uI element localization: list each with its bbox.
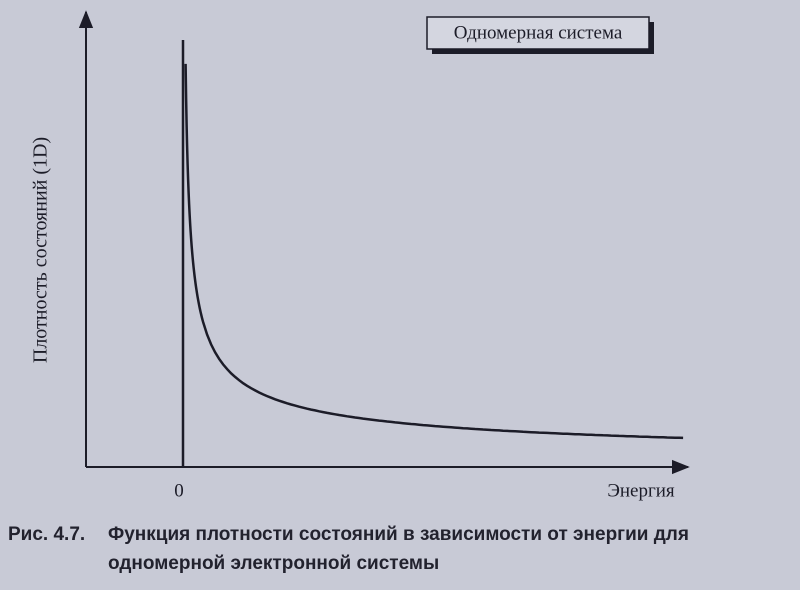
- caption-line: одномерной электронной системы: [108, 553, 439, 574]
- caption-number: Рис. 4.7.: [8, 524, 85, 545]
- inset-label: Одномерная система: [454, 22, 623, 43]
- y-label: Плотность состояний (1D): [30, 137, 52, 363]
- inset-box: [426, 16, 650, 50]
- dos-curve: [184, 63, 684, 440]
- x-tick-label: 0: [174, 480, 184, 501]
- caption-line: Функция плотности состояний в зависимост…: [108, 524, 689, 545]
- x-label: Энергия: [607, 480, 675, 501]
